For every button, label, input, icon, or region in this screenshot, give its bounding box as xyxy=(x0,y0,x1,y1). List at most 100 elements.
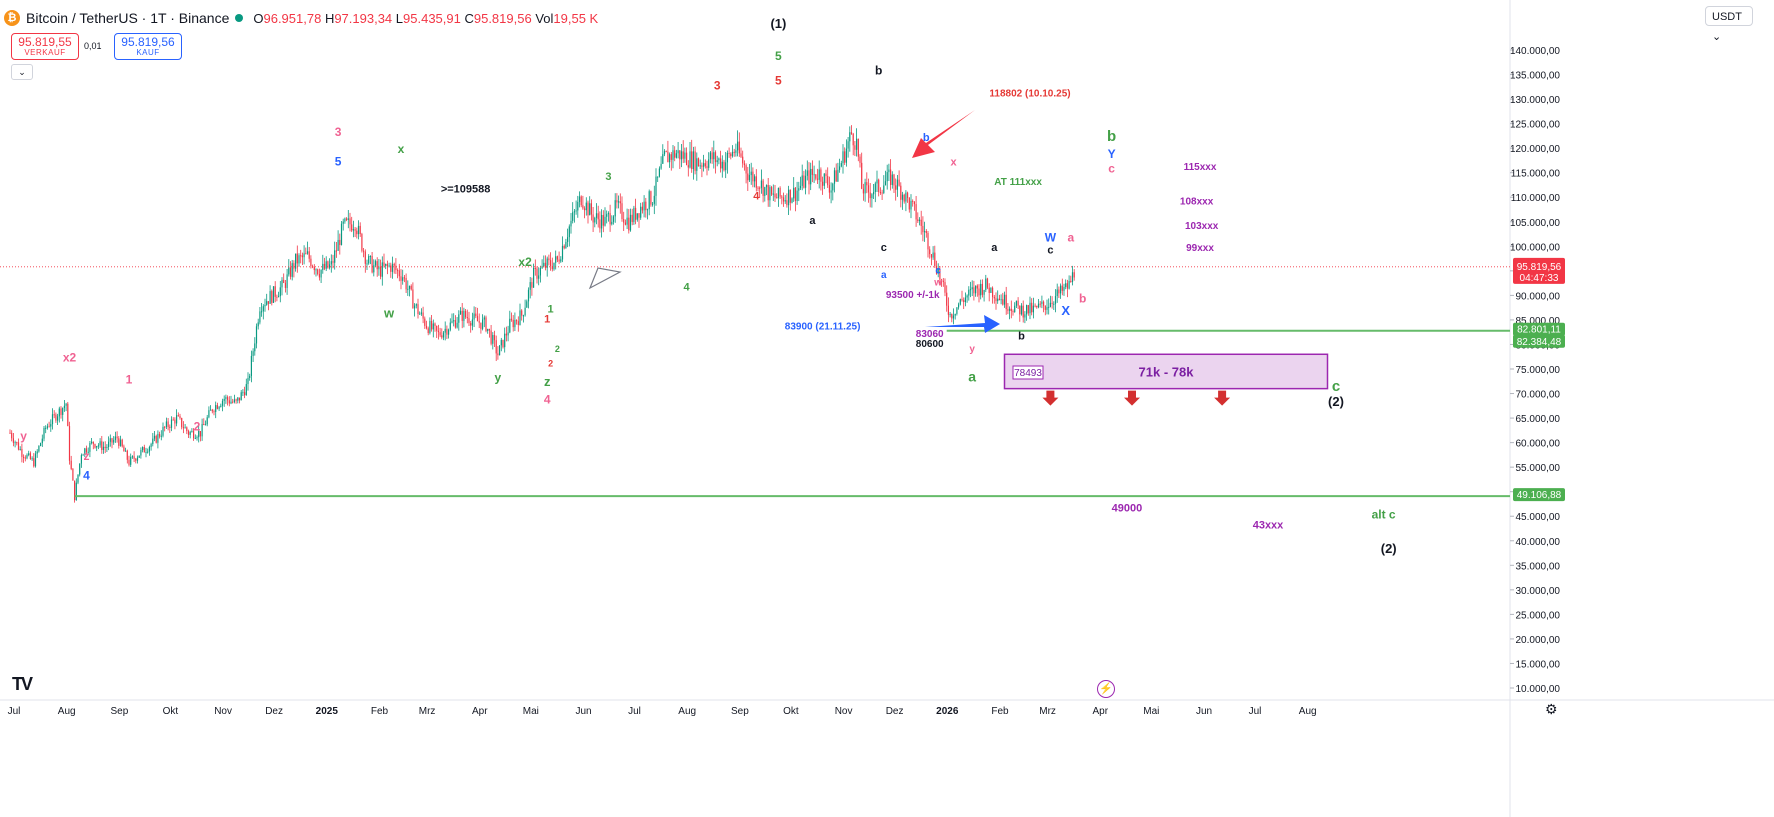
candle-body xyxy=(422,312,424,319)
candle-body xyxy=(170,419,173,428)
x-tick-label: Mai xyxy=(523,706,539,717)
y-tick-label: 45.000,00 xyxy=(1516,512,1561,523)
candle-body xyxy=(879,191,881,193)
candle-body xyxy=(595,213,598,218)
candle-body xyxy=(709,152,711,160)
candle-body xyxy=(456,322,458,328)
wave-label: b xyxy=(1107,128,1116,145)
candle-body xyxy=(777,187,779,199)
candle-body xyxy=(810,168,812,185)
candle-body xyxy=(1058,289,1060,294)
candle-body xyxy=(184,427,186,429)
candle-body xyxy=(738,141,740,154)
candle-body xyxy=(140,450,142,456)
candle-body xyxy=(935,265,938,274)
ohlc-key-l: L xyxy=(395,10,404,26)
wave-label: a xyxy=(968,368,976,384)
candle-body xyxy=(104,446,106,448)
candle-body xyxy=(313,266,315,271)
candle-body xyxy=(556,256,558,260)
candle-body xyxy=(669,154,671,163)
candle-body xyxy=(102,446,105,450)
candle-body xyxy=(1054,296,1057,304)
wave-label: z xyxy=(544,374,551,389)
candle-body xyxy=(267,301,269,304)
candle-body xyxy=(623,219,625,223)
candle-body xyxy=(844,151,846,163)
candle-body xyxy=(325,261,327,269)
candle-body xyxy=(888,169,890,173)
candle-body xyxy=(92,441,94,445)
candle-body xyxy=(240,392,242,401)
candle-body xyxy=(1015,300,1017,306)
candle-body xyxy=(764,187,766,196)
candle-body xyxy=(607,213,609,215)
candle-body xyxy=(288,267,290,275)
candle-body xyxy=(663,151,666,155)
candle-body xyxy=(296,253,298,264)
wave-label: 1 xyxy=(126,373,133,387)
candle-body xyxy=(985,278,987,290)
candle-body xyxy=(329,264,331,268)
candle-body xyxy=(344,218,346,222)
candle-body xyxy=(55,414,57,421)
candle-body xyxy=(918,219,921,222)
candle-body xyxy=(546,258,548,268)
candle-body xyxy=(755,176,757,188)
currency-select[interactable]: USDT ⌄ xyxy=(1705,6,1753,43)
gear-icon[interactable]: ⚙ xyxy=(1545,701,1558,717)
candle-body xyxy=(111,438,113,443)
flash-icon[interactable]: ⚡ xyxy=(1097,680,1115,698)
candle-body xyxy=(114,436,116,440)
candle-body xyxy=(934,252,936,266)
sell-button[interactable]: 95.819,55 VERKAUF xyxy=(11,33,79,60)
candle-body xyxy=(237,397,239,401)
candle-body xyxy=(332,261,334,263)
candle-body xyxy=(1019,305,1021,315)
candle-body xyxy=(658,168,660,177)
candle-body xyxy=(721,161,723,169)
candle-body xyxy=(33,458,35,467)
candle-body xyxy=(499,345,501,356)
candle-body xyxy=(1039,303,1041,305)
candle-body xyxy=(762,180,764,196)
candle-body xyxy=(301,255,303,258)
candle-body xyxy=(730,153,732,157)
candle-body xyxy=(901,194,904,200)
candle-body xyxy=(781,196,783,198)
candle-body xyxy=(57,416,59,421)
candle-body xyxy=(1071,272,1074,282)
candle-body xyxy=(216,405,218,409)
candle-body xyxy=(1037,303,1040,308)
symbol-title[interactable]: Bitcoin / TetherUS · 1T · Binance xyxy=(26,10,230,26)
wave-label: 3 xyxy=(335,125,342,139)
wave-label: a xyxy=(1067,230,1074,244)
candle-body xyxy=(971,287,973,290)
collapse-chevron-icon[interactable]: ⌄ xyxy=(11,64,33,80)
candle-body xyxy=(927,232,929,250)
candle-body xyxy=(509,318,511,333)
candle-body xyxy=(602,214,604,226)
candle-body xyxy=(857,138,859,157)
wave-label: 115xxx xyxy=(1184,162,1217,173)
candle-body xyxy=(108,441,110,447)
candle-body xyxy=(942,280,944,283)
candle-body xyxy=(706,166,708,168)
candle-body xyxy=(390,265,392,272)
wave-label: 1 xyxy=(544,313,550,325)
buy-button[interactable]: 95.819,56 KAUF xyxy=(114,33,182,60)
candle-body xyxy=(109,438,111,442)
candle-body xyxy=(330,261,332,265)
candle-body xyxy=(1020,305,1023,315)
candle-body xyxy=(956,307,958,314)
candle-body xyxy=(16,442,18,444)
candle-body xyxy=(1061,285,1063,291)
spread-value: 0,01 xyxy=(84,41,102,51)
wave-label: c xyxy=(935,265,941,276)
candle-body xyxy=(159,433,161,437)
candle-body xyxy=(878,179,880,192)
candle-body xyxy=(126,450,128,460)
candle-body xyxy=(740,153,742,157)
y-tick-label: 55.000,00 xyxy=(1516,463,1561,474)
